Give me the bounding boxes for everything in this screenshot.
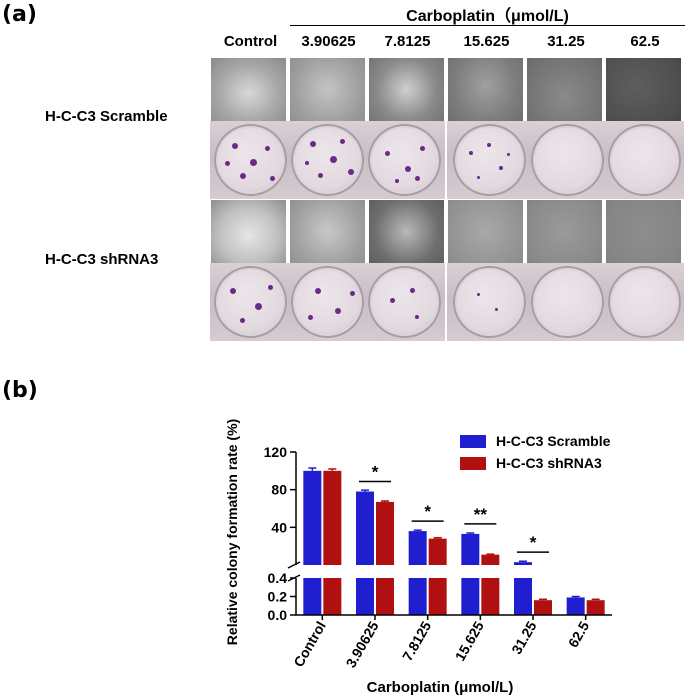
row-label-scramble: H-C-C3 Scramble (45, 108, 168, 125)
well (291, 266, 364, 338)
bar-upper-h-c-c3-shrna3 (376, 501, 394, 565)
y-tick-label: 120 (264, 444, 288, 460)
well (608, 124, 681, 196)
well (368, 124, 441, 196)
y-tick-label: 0.0 (268, 607, 288, 623)
bar-lower-h-c-c3-scramble (356, 578, 374, 615)
col-header-31.25: 31.25 (547, 33, 585, 50)
colony-plate-shrna3-left (210, 263, 445, 341)
bar-upper-h-c-c3-scramble (461, 533, 480, 565)
bar-lower-h-c-c3-shrna3 (586, 600, 605, 615)
bar-upper-h-c-c3-shrna3 (481, 554, 500, 565)
x-tick-label: 3.90625 (342, 618, 381, 670)
bar-upper-h-c-c3-scramble (514, 562, 532, 565)
significance-marker: * (530, 533, 537, 552)
col-header-15.625: 15.625 (463, 33, 510, 50)
significance-marker: ** (474, 505, 488, 524)
micrograph-scramble-3.90625 (289, 57, 366, 129)
col-header-control: Control (223, 33, 278, 50)
panel-a-label: (a) (2, 2, 37, 27)
bar-upper-h-c-c3-shrna3 (323, 470, 342, 565)
colony-plate-shrna3-right (447, 263, 684, 341)
well (368, 266, 441, 338)
axis-break-mark (287, 561, 301, 569)
micrograph-shrna3-62.5 (605, 199, 682, 271)
x-tick-label: 15.625 (452, 618, 487, 663)
drug-header-rule (290, 25, 685, 26)
x-tick-label: 7.8125 (399, 618, 434, 663)
row-label-shrna3: H-C-C3 shRNA3 (45, 251, 159, 268)
bar-lower-h-c-c3-shrna3 (323, 578, 342, 615)
y-tick-label: 0.2 (268, 589, 288, 605)
bar-lower-h-c-c3-scramble (514, 578, 532, 615)
panel-b-label: (b) (2, 378, 38, 403)
legend-swatch (460, 457, 486, 470)
legend-label: H-C-C3 Scramble (496, 433, 611, 449)
y-tick-label: 0.4 (268, 570, 288, 586)
col-header-62.5: 62.5 (630, 33, 660, 50)
micrograph-scramble-62.5 (605, 57, 682, 129)
col-header-3.90625: 3.90625 (301, 33, 356, 50)
micrograph-scramble-7.8125 (368, 57, 445, 129)
drug-header: Carboplatin（μmol/L) (406, 8, 569, 25)
bar-upper-h-c-c3-scramble (356, 491, 374, 565)
legend-label: H-C-C3 shRNA3 (496, 455, 602, 471)
micrograph-shrna3-control (210, 199, 287, 271)
bar-lower-h-c-c3-shrna3 (376, 578, 394, 615)
micrograph-shrna3-15.625 (447, 199, 524, 271)
well (214, 266, 287, 338)
bar-upper-h-c-c3-scramble (303, 470, 322, 565)
micrograph-shrna3-3.90625 (289, 199, 366, 271)
x-tick-label: 62.5 (565, 618, 593, 650)
micrograph-scramble-15.625 (447, 57, 524, 129)
significance-marker: * (372, 463, 379, 482)
bar-lower-h-c-c3-scramble (408, 578, 427, 615)
micrograph-shrna3-7.8125 (368, 199, 445, 271)
well (291, 124, 364, 196)
well (531, 266, 604, 338)
micrograph-scramble-31.25 (526, 57, 603, 129)
bar-lower-h-c-c3-scramble (303, 578, 322, 615)
bar-lower-h-c-c3-shrna3 (428, 578, 447, 615)
micrograph-shrna3-31.25 (526, 199, 603, 271)
well (531, 124, 604, 196)
x-tick-label: Control (290, 619, 329, 670)
micrograph-scramble-control (210, 57, 287, 129)
col-header-7.8125: 7.8125 (384, 33, 431, 50)
colony-plate-scramble-right (447, 121, 684, 199)
bar-lower-h-c-c3-shrna3 (534, 600, 552, 615)
well (453, 266, 526, 338)
legend-swatch (460, 435, 486, 448)
bar-lower-h-c-c3-scramble (566, 597, 585, 615)
significance-marker: * (424, 502, 431, 521)
y-tick-label: 40 (271, 519, 287, 535)
well (453, 124, 526, 196)
bar-upper-h-c-c3-scramble (408, 531, 427, 565)
y-tick-label: 80 (271, 482, 287, 498)
x-axis-title: Carboplatin (μmol/L) (367, 679, 514, 696)
x-tick-label: 31.25 (508, 618, 539, 657)
bar-upper-h-c-c3-shrna3 (428, 538, 447, 565)
bar-lower-h-c-c3-scramble (461, 578, 480, 615)
bar-lower-h-c-c3-shrna3 (481, 578, 500, 615)
y-axis-title: Relative colony formation rate (%) (224, 419, 240, 645)
colony-plate-scramble-left (210, 121, 445, 199)
well (608, 266, 681, 338)
